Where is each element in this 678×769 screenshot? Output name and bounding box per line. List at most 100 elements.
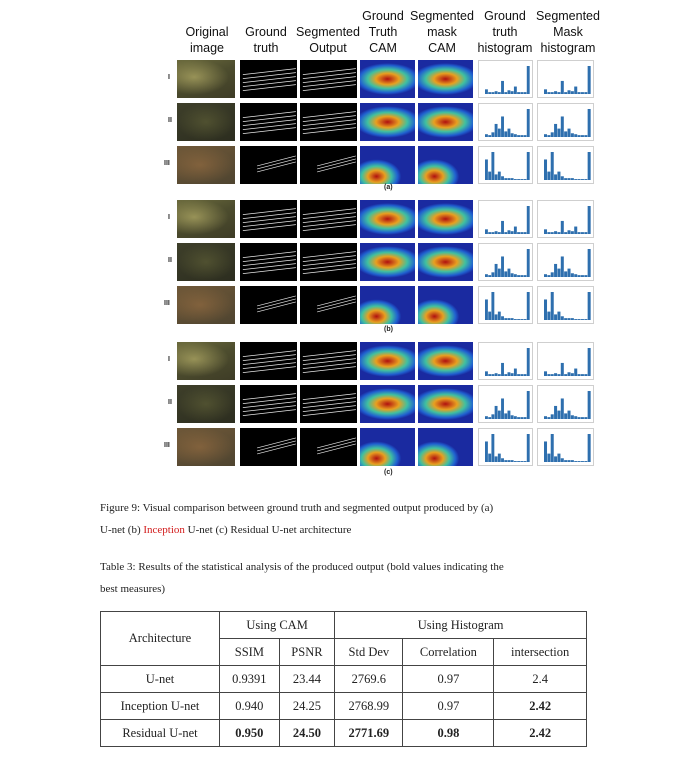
ground-truth-histogram-thumb (478, 428, 533, 466)
inception-link[interactable]: Inception (143, 524, 185, 536)
cell: 2.42 (493, 692, 587, 720)
col-header-original: Original image (185, 25, 229, 55)
segmented-mask-cam-thumb (418, 342, 473, 380)
original-image-thumb (177, 103, 235, 141)
ground-truth-cam-thumb (360, 385, 415, 423)
cell: 0.97 (402, 665, 495, 693)
ground-truth-mask-thumb (240, 60, 297, 98)
cell: 2769.6 (334, 665, 404, 693)
segmented-mask-cam-thumb (418, 385, 473, 423)
segmented-output-thumb (300, 103, 357, 141)
table-subheader-row: SSIM PSNR Std Dev Correlation intersecti… (101, 638, 587, 666)
ground-truth-mask-thumb (240, 243, 297, 281)
figure-caption-line2: U-net (b) Inception U-net (c) Residual U… (100, 519, 606, 541)
row-label: I (168, 214, 170, 221)
row-label: I (168, 74, 170, 81)
segmented-mask-cam-thumb (418, 200, 473, 238)
cell: 0.950 (219, 719, 280, 747)
cell: 2768.99 (334, 692, 404, 720)
segmented-mask-cam-thumb (418, 103, 473, 141)
original-image-thumb (177, 428, 235, 466)
panel-label-c: (c) (384, 469, 393, 476)
original-image-thumb (177, 200, 235, 238)
segmented-output-thumb (300, 286, 357, 324)
segmented-mask-cam-thumb (418, 60, 473, 98)
ground-truth-mask-thumb (240, 428, 297, 466)
ground-truth-cam-thumb (360, 60, 415, 98)
table-caption-line2: best measures) (100, 583, 166, 595)
row-label: II (168, 257, 172, 264)
segmented-output-thumb (300, 428, 357, 466)
cell: 0.9391 (219, 665, 280, 693)
ground-truth-histogram-thumb (478, 286, 533, 324)
ground-truth-histogram-thumb (478, 243, 533, 281)
cell: 24.50 (278, 719, 336, 747)
ground-truth-cam-thumb (360, 286, 415, 324)
table-row: Residual U-net 0.950 24.50 2771.69 0.98 … (100, 719, 587, 747)
ground-truth-cam-thumb (360, 342, 415, 380)
table-row: U-net 0.9391 23.44 2769.6 0.97 2.4 (100, 665, 587, 693)
original-image-thumb (177, 385, 235, 423)
segmented-mask-histogram-thumb (537, 385, 594, 423)
original-image-thumb (177, 286, 235, 324)
segmented-mask-cam-thumb (418, 428, 473, 466)
subheader-psnr: PSNR (278, 638, 336, 666)
ground-truth-mask-thumb (240, 286, 297, 324)
cell: 0.97 (402, 692, 495, 720)
col-header-ground-truth: Ground truth (245, 25, 287, 55)
row-name: Residual U-net (100, 719, 220, 747)
cell: 0.98 (402, 719, 495, 747)
segmented-output-thumb (300, 243, 357, 281)
col-header-seg-cam: Segmented mask CAM (410, 9, 474, 55)
segmented-mask-cam-thumb (418, 286, 473, 324)
ground-truth-cam-thumb (360, 200, 415, 238)
subheader-ssim: SSIM (219, 638, 280, 666)
segmented-mask-histogram-thumb (537, 286, 594, 324)
subheader-std-dev: Std Dev (334, 638, 404, 666)
ground-truth-histogram-thumb (478, 60, 533, 98)
segmented-mask-histogram-thumb (537, 200, 594, 238)
figure-caption: Figure 9: Visual comparison between grou… (100, 497, 606, 541)
row-label: III (164, 300, 170, 307)
cell: 2.42 (493, 719, 587, 747)
row-label: II (168, 117, 172, 124)
segmented-mask-histogram-thumb (537, 342, 594, 380)
segmented-mask-histogram-thumb (537, 146, 594, 184)
col-header-seg-hist: Segmented Mask histogram (536, 9, 600, 55)
ground-truth-histogram-thumb (478, 103, 533, 141)
segmented-output-thumb (300, 342, 357, 380)
panel-label-b: (b) (384, 326, 393, 333)
subheader-correlation: Correlation (402, 638, 495, 666)
row-label: I (168, 356, 170, 363)
ground-truth-cam-thumb (360, 146, 415, 184)
original-image-thumb (177, 243, 235, 281)
original-image-thumb (177, 146, 235, 184)
caption-text: U-net (c) Residual U-net architecture (184, 524, 352, 536)
segmented-mask-histogram-thumb (537, 428, 594, 466)
col-header-segmented-output: Segmented Output (296, 25, 360, 55)
original-image-thumb (177, 60, 235, 98)
panel-label-a: (a) (384, 184, 393, 191)
ground-truth-mask-thumb (240, 103, 297, 141)
ground-truth-cam-thumb (360, 103, 415, 141)
subheader-intersection: intersection (493, 638, 587, 666)
ground-truth-mask-thumb (240, 200, 297, 238)
ground-truth-cam-thumb (360, 243, 415, 281)
ground-truth-histogram-thumb (478, 342, 533, 380)
cell: 2771.69 (334, 719, 404, 747)
figure-caption-line1: Figure 9: Visual comparison between grou… (100, 502, 494, 514)
segmented-output-thumb (300, 200, 357, 238)
table-caption: Table 3: Results of the statistical anal… (100, 556, 606, 600)
segmented-mask-histogram-thumb (537, 60, 594, 98)
row-name: Inception U-net (100, 692, 220, 720)
ground-truth-mask-thumb (240, 146, 297, 184)
table-caption-line1: Table 3: Results of the statistical anal… (100, 561, 504, 573)
col-header-gt-hist: Ground truth histogram (477, 9, 533, 55)
cell: 23.44 (278, 665, 336, 693)
cell: 2.4 (493, 665, 587, 693)
segmented-mask-cam-thumb (418, 243, 473, 281)
row-label: II (168, 399, 172, 406)
segmented-output-thumb (300, 385, 357, 423)
header-using-cam: Using CAM (218, 611, 336, 639)
ground-truth-histogram-thumb (478, 200, 533, 238)
